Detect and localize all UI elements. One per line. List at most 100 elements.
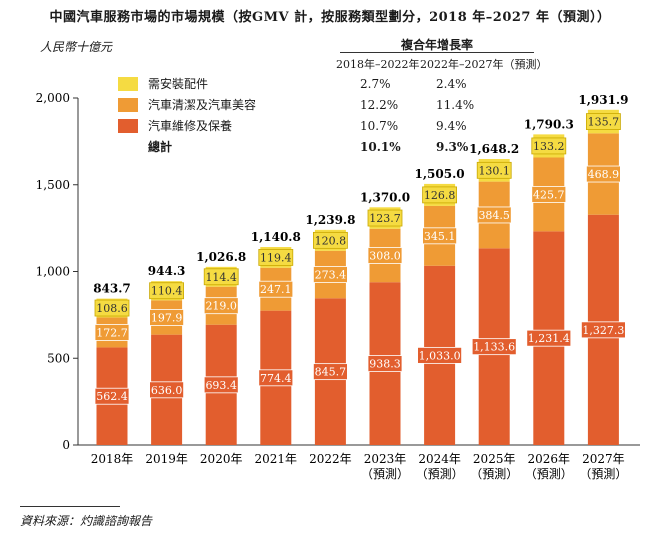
bar-value-box — [258, 280, 294, 298]
legend-item-total: 總計 10.1% 9.3% — [118, 139, 548, 155]
cagr-cleaning-p1: 12.2% — [360, 98, 399, 112]
bar-value-box — [149, 282, 185, 300]
bar-value-label: 273.4 — [315, 269, 347, 282]
bar-value-box — [531, 186, 567, 203]
x-tick-label: 2018年 — [91, 452, 134, 466]
legend-label-total: 總計 — [148, 140, 173, 154]
bar-value-box — [581, 321, 626, 339]
bar-value-label: 114.4 — [205, 271, 237, 284]
cagr-accessories-p1: 2.7% — [360, 77, 391, 91]
cagr-total-p1: 10.1% — [360, 140, 401, 154]
bar-total-label: 1,140.8 — [251, 230, 301, 244]
bar-value-label: 197.9 — [151, 311, 183, 324]
bar-total-label: 1,931.9 — [578, 93, 628, 107]
x-tick-note: （預測） — [470, 467, 518, 481]
bar-value-box — [203, 297, 239, 315]
x-tick-label: 2024年 — [418, 452, 461, 466]
bar-value-label: 247.1 — [260, 283, 292, 296]
bar-value-box — [203, 376, 239, 394]
bar-value-label: 774.4 — [260, 372, 292, 385]
y-tick-label: 2,000 — [36, 91, 70, 105]
cagr-cleaning-p2: 11.4% — [436, 98, 475, 112]
x-tick-label: 2019年 — [145, 452, 188, 466]
bar-value-label: 845.7 — [315, 366, 347, 379]
bar-total-label: 1,239.8 — [305, 213, 355, 227]
x-tick-label: 2026年 — [528, 452, 571, 466]
source-divider — [20, 506, 120, 507]
bar-value-box — [312, 363, 348, 381]
bar-total-label: 1,026.8 — [196, 250, 246, 264]
cagr-repair-p2: 9.4% — [436, 119, 467, 133]
y-axis-unit-label: 人民幣十億元 — [40, 40, 113, 54]
bar-value-box — [367, 247, 403, 264]
legend-item-cleaning: 汽車清潔及汽車美容 12.2% 11.4% — [118, 97, 548, 113]
bar-value-label: 345.1 — [424, 230, 456, 243]
bar-value-label: 110.4 — [151, 285, 183, 298]
source-note: 資料來源：灼識諮詢報告 — [20, 514, 153, 528]
cagr-period-2: 2022年–2027年（預測） — [420, 58, 548, 71]
bar-value-label: 130.1 — [478, 164, 510, 177]
bar-value-box — [149, 309, 185, 326]
chart-title: 中國汽車服務市場的市場規模（按GMV 計，按服務類型劃分，2018 年–2027… — [49, 10, 611, 25]
bar-value-label: 308.0 — [369, 249, 401, 262]
bar-value-box — [203, 268, 239, 286]
legend-label-repair: 汽車維修及保養 — [148, 119, 233, 133]
bar-value-label: 120.8 — [315, 234, 347, 247]
bar-value-label: 425.7 — [533, 188, 565, 201]
bar-value-box — [422, 227, 458, 245]
bar-value-box — [586, 165, 621, 183]
bar-value-label: 1,327.3 — [582, 324, 624, 337]
bar-value-box — [476, 206, 512, 224]
bar-value-box — [94, 324, 130, 341]
bar-value-box — [258, 369, 294, 387]
x-tick-label: 2025年 — [473, 452, 516, 466]
x-tick-note: （預測） — [579, 467, 627, 481]
legend-swatch-cleaning — [118, 98, 138, 112]
bar-value-label: 108.6 — [96, 302, 128, 315]
y-tick-label: 500 — [47, 351, 70, 365]
bar-total-label: 1,648.2 — [469, 142, 519, 156]
bar-value-box — [149, 381, 185, 399]
bar-value-box — [471, 338, 517, 356]
legend-swatch-accessories — [118, 77, 138, 91]
legend-item-repair: 汽車維修及保養 10.7% 9.4% — [118, 118, 548, 134]
bar-value-label: 1,231.4 — [528, 332, 570, 345]
legend-label-cleaning: 汽車清潔及汽車美容 — [148, 98, 257, 112]
bar-value-label: 938.3 — [369, 358, 401, 371]
cagr-header: 複合年增長率 — [400, 38, 473, 52]
bar-value-label: 384.5 — [478, 209, 510, 222]
bar-value-label: 468.9 — [588, 168, 620, 181]
x-tick-label: 2023年 — [364, 452, 407, 466]
bar-value-box — [526, 329, 572, 347]
bar-value-label: 172.7 — [96, 326, 128, 339]
x-tick-label: 2021年 — [255, 452, 298, 466]
bar-value-label: 1,133.6 — [473, 341, 515, 354]
bar-value-box — [422, 186, 458, 204]
legend-label-accessories: 需安裝配件 — [148, 77, 209, 91]
x-tick-note: （預測） — [416, 467, 464, 481]
bar-total-label: 843.7 — [93, 282, 131, 296]
x-tick-note: （預測） — [525, 467, 573, 481]
x-tick-label: 2022年 — [309, 452, 352, 466]
bar-total-label: 1,370.0 — [360, 190, 410, 204]
bar-value-label: 126.8 — [424, 189, 456, 202]
bar-value-label: 123.7 — [369, 212, 401, 225]
bar-value-box — [417, 346, 463, 364]
x-tick-label: 2027年 — [582, 452, 625, 466]
y-tick-label: 1,000 — [36, 265, 70, 279]
legend-swatch-repair — [118, 119, 138, 133]
cagr-total-p2: 9.3% — [436, 140, 469, 154]
cagr-accessories-p2: 2.4% — [436, 77, 467, 91]
legend-item-accessories: 需安裝配件 2.7% 2.4% — [118, 76, 548, 92]
bar-value-box — [476, 161, 512, 179]
bar-value-label: 1,033.0 — [419, 349, 461, 362]
x-tick-label: 2020年 — [200, 452, 243, 466]
bar-value-box — [367, 209, 403, 227]
bar-value-box — [258, 249, 294, 266]
bar-value-box — [94, 387, 130, 405]
bar-value-label: 693.4 — [205, 379, 237, 392]
y-tick-label: 1,500 — [36, 178, 70, 192]
y-tick-label: 0 — [62, 438, 70, 452]
cagr-divider — [340, 52, 534, 53]
